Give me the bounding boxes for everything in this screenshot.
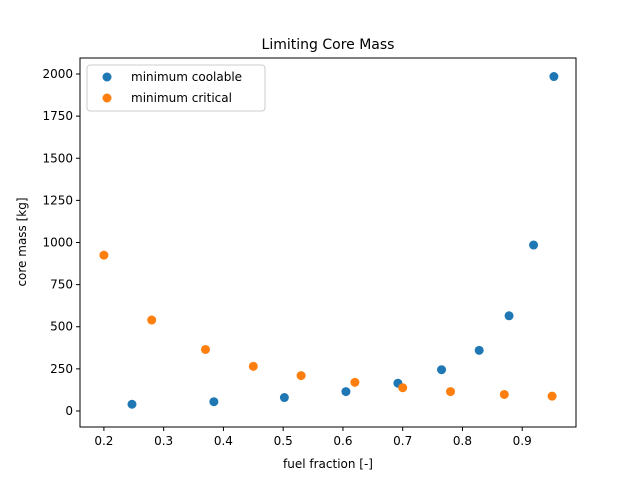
data-point: [474, 345, 484, 355]
data-point: [437, 365, 447, 375]
data-point: [99, 250, 109, 260]
x-tick-label: 0.7: [393, 434, 412, 448]
x-tick-label: 0.8: [453, 434, 472, 448]
y-tick-label: 500: [50, 320, 73, 334]
data-point: [350, 377, 360, 387]
y-tick-label: 750: [50, 278, 73, 292]
y-axis: 0 250 500 750 1000 1250 1500 1750 2000: [42, 67, 80, 418]
data-point: [504, 311, 514, 321]
y-tick-label: 1250: [42, 193, 73, 207]
y-tick-label: 2000: [42, 67, 73, 81]
data-point: [398, 383, 408, 393]
data-point: [499, 389, 509, 399]
y-tick-label: 1500: [42, 151, 73, 165]
legend: minimum coolable minimum critical: [86, 64, 266, 112]
data-point: [248, 361, 258, 371]
x-axis-label: fuel fraction [-]: [283, 457, 373, 471]
y-tick-label: 0: [65, 404, 73, 418]
data-point: [341, 387, 351, 397]
y-tick-label: 1000: [42, 236, 73, 250]
data-point: [209, 397, 219, 407]
x-axis: 0.2 0.3 0.4 0.5 0.6 0.7 0.8 0.9: [94, 427, 532, 448]
legend-box: [86, 64, 266, 112]
y-tick-label: 1750: [42, 109, 73, 123]
y-tick-label: 250: [50, 362, 73, 376]
data-point: [147, 315, 157, 325]
data-point: [549, 72, 559, 82]
data-point: [296, 371, 306, 381]
plot-area: [99, 72, 559, 409]
x-tick-label: 0.4: [214, 434, 233, 448]
data-point: [200, 344, 210, 354]
data-point: [529, 240, 539, 250]
legend-label: minimum critical: [131, 91, 232, 105]
x-tick-label: 0.6: [333, 434, 352, 448]
legend-label: minimum coolable: [131, 70, 242, 84]
legend-marker: [102, 72, 112, 82]
data-point: [446, 387, 456, 397]
legend-marker: [102, 93, 112, 103]
x-tick-label: 0.5: [274, 434, 293, 448]
x-tick-label: 0.3: [154, 434, 173, 448]
data-point: [127, 399, 137, 409]
y-axis-label: core mass [kg]: [15, 197, 29, 286]
series-1: [99, 250, 557, 401]
x-tick-label: 0.2: [94, 434, 113, 448]
data-point: [547, 391, 557, 401]
data-point: [279, 393, 289, 403]
x-tick-label: 0.9: [513, 434, 532, 448]
chart-title: Limiting Core Mass: [262, 37, 395, 53]
